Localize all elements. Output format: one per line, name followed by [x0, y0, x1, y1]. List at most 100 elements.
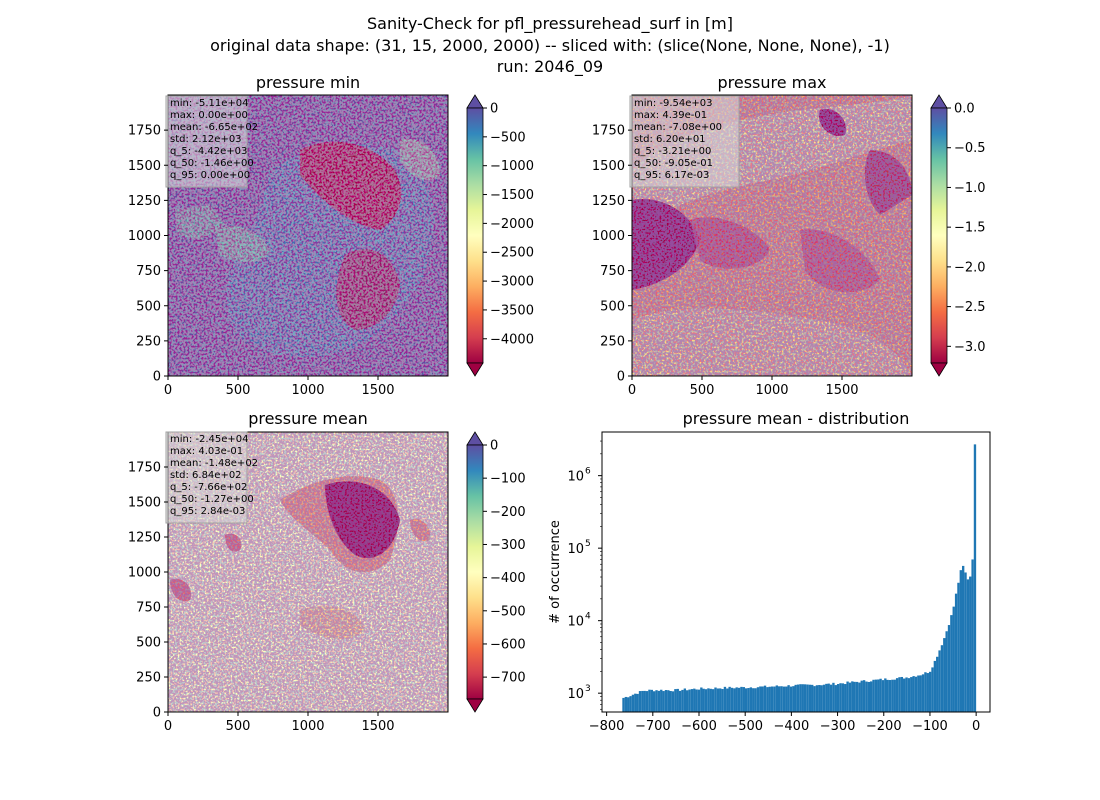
colorbar-tick-label: −600: [490, 637, 526, 652]
histogram-bar: [905, 677, 908, 712]
histogram-bar: [966, 579, 970, 712]
stat-line: min: -9.54e+03: [634, 98, 713, 109]
stat-line: q_95: 6.17e-03: [634, 170, 709, 181]
histogram-bar: [730, 687, 734, 712]
heatmap-image: [632, 95, 912, 376]
colorbar-tick-label: −100: [490, 472, 526, 487]
histogram-bar: [629, 696, 632, 712]
histogram-bar: [964, 572, 967, 712]
histogram-bar: [737, 687, 741, 712]
x-tick-label: −700: [635, 719, 671, 734]
panel-pressure-mean-distribution: pressure mean - distribution −800 −700 −60…: [548, 409, 991, 734]
histogram-bar: [716, 688, 720, 712]
histogram-bar: [862, 680, 866, 712]
histogram-bar: [803, 684, 807, 712]
panel-title: pressure mean - distribution: [683, 409, 910, 428]
histogram-bar: [943, 638, 946, 712]
x-tick-label: −400: [774, 719, 810, 734]
y-tick-label: 1000: [128, 229, 161, 244]
y-tick-label: 1250: [128, 194, 161, 209]
histogram-bar: [683, 688, 687, 712]
histogram-bar: [841, 683, 845, 712]
histogram-bar: [969, 576, 972, 712]
x-tick-label: 0: [164, 719, 172, 734]
histogram-bar: [811, 684, 814, 712]
histogram-bar: [921, 674, 925, 712]
histogram-bar: [832, 682, 835, 712]
histogram-bar: [801, 684, 804, 712]
x-tick-label: 1000: [291, 383, 324, 398]
y-tick-exponent: 3: [585, 684, 591, 694]
y-tick-label: 1000: [128, 566, 161, 581]
x-tick-label: 500: [690, 383, 715, 398]
panel-pressure-min: pressure min min: -5.11e+04 max: 0.00e+0…: [128, 73, 534, 398]
stats-box: min: -9.54e+03 max: 4.39e-01 mean: -7.08…: [629, 95, 740, 188]
stat-line: max: 4.03e-01: [170, 446, 243, 457]
x-tick-label: 1500: [361, 719, 394, 734]
histogram-bar: [961, 565, 965, 712]
histogram-bar: [624, 696, 628, 712]
colorbar-tick-label: −500: [490, 130, 526, 145]
histogram-bar: [957, 582, 960, 712]
histogram-bar: [782, 686, 786, 712]
colorbar-tick-label: −3500: [490, 303, 534, 318]
stat-line: std: 6.84e+02: [170, 470, 242, 481]
histogram-bar: [808, 684, 812, 712]
colorbar-tick-label: −200: [490, 505, 526, 520]
histogram-bar: [740, 686, 743, 712]
y-tick-label: 500: [136, 299, 161, 314]
y-tick-label: 250: [136, 334, 161, 349]
histogram-bar: [926, 673, 929, 712]
stat-line: q_5: -3.21e+00: [634, 146, 711, 157]
y-tick-exponent: 6: [585, 467, 591, 477]
histogram-bar: [766, 687, 769, 712]
colorbar: 0.0 −0.5 −1.0 −1.5 −2.0 −2.5 −3.0: [930, 94, 986, 377]
colorbar-tick-label: −2.5: [954, 300, 986, 315]
colorbar-tick-label: 0: [490, 102, 498, 117]
histogram-bar: [789, 686, 793, 712]
histogram-bar: [898, 677, 901, 712]
y-tick-label: 0: [153, 706, 161, 721]
histogram-bar: [686, 690, 689, 712]
histogram-bar: [959, 570, 962, 712]
histogram-bar: [688, 689, 691, 712]
stat-line: q_5: -7.66e+02: [170, 482, 247, 493]
x-tick-label: −100: [912, 719, 948, 734]
y-tick-label: 500: [600, 299, 625, 314]
histogram-bar: [721, 689, 724, 712]
histogram-bar: [761, 686, 764, 712]
colorbar-tick-label: −4000: [490, 332, 534, 347]
histogram-bar: [728, 686, 731, 712]
histogram-bar: [676, 688, 679, 712]
x-tick-label: 0: [164, 383, 172, 398]
histogram-bar: [928, 671, 932, 712]
title-line-2: original data shape: (31, 15, 2000, 2000…: [210, 36, 890, 55]
histogram-bar: [641, 690, 644, 712]
histogram-bar: [787, 685, 790, 712]
histogram-bar: [945, 631, 948, 712]
histogram-bar: [754, 688, 757, 712]
histogram-bar: [723, 686, 727, 712]
histogram-bar: [622, 697, 625, 712]
y-tick-label: 1750: [592, 124, 625, 139]
x-tick-label: −200: [866, 719, 902, 734]
histogram-bar: [822, 684, 826, 712]
histogram-bar: [778, 686, 781, 712]
histogram-bar: [950, 615, 953, 712]
histogram-bar: [657, 690, 661, 712]
histogram-bar: [671, 691, 675, 712]
histogram-bar: [917, 675, 920, 712]
histogram-bar: [709, 688, 712, 712]
y-tick-label: 1750: [128, 124, 161, 139]
stat-line: mean: -6.65e+02: [170, 122, 258, 133]
y-tick-label: 250: [136, 671, 161, 686]
histogram-bar: [638, 691, 642, 712]
y-tick-label: 1750: [128, 461, 161, 476]
colorbar-tick-label: −400: [490, 571, 526, 586]
histogram-bar: [645, 691, 649, 712]
colorbar-tick-label: 0.0: [954, 102, 975, 117]
y-tick-label: 1500: [128, 159, 161, 174]
histogram-bar: [648, 689, 651, 712]
colorbar-tick-label: −0.5: [954, 141, 986, 156]
